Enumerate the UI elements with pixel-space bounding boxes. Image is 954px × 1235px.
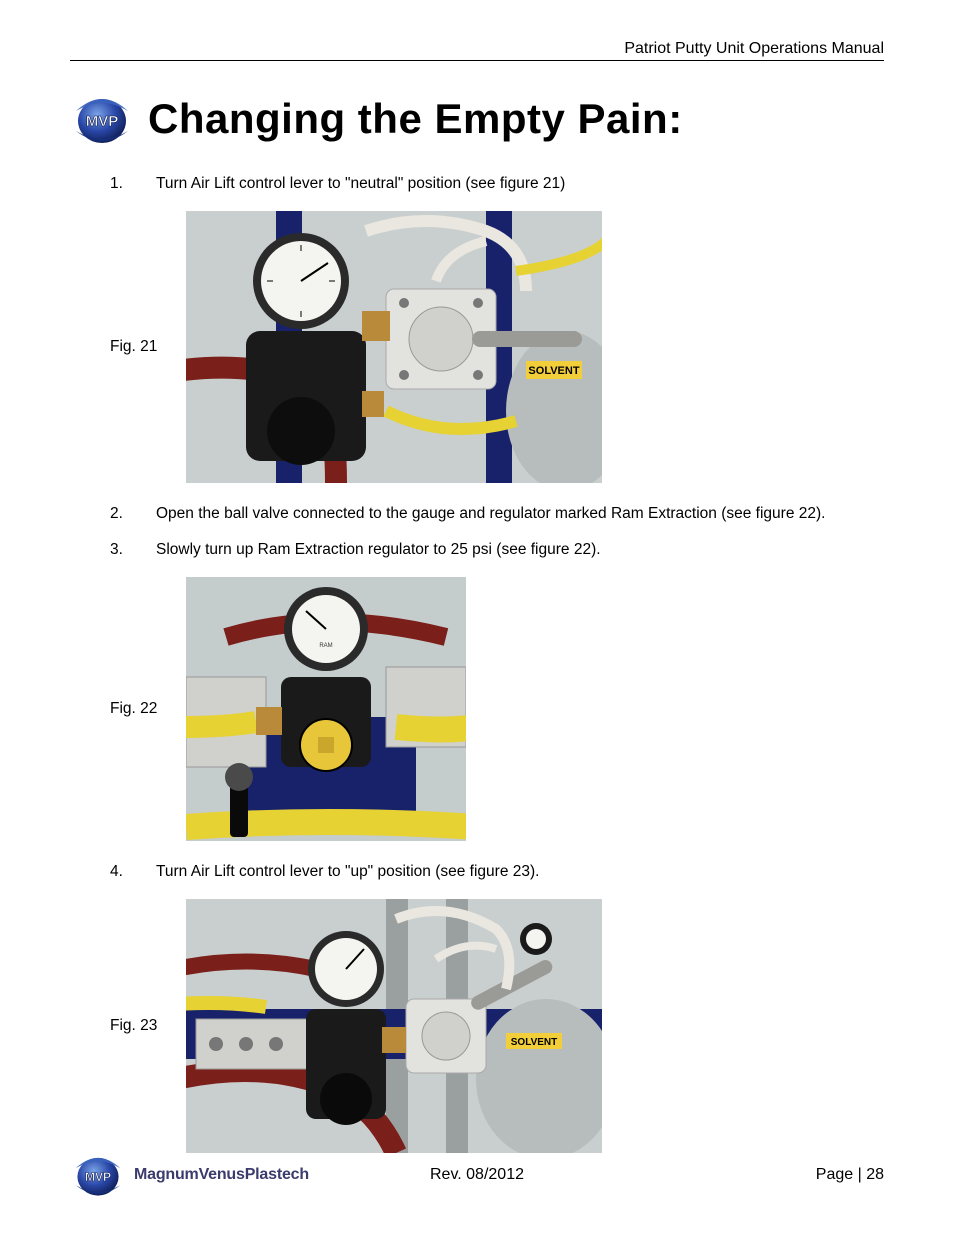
step-number: 1. bbox=[110, 175, 156, 193]
step-number: 4. bbox=[110, 863, 156, 881]
footer-brand: MVP MagnumVenusPlastech bbox=[70, 1151, 309, 1199]
step-1: 1. Turn Air Lift control lever to "neutr… bbox=[110, 175, 884, 193]
figure-23-image: SOLVENT bbox=[186, 899, 602, 1153]
step-text: Turn Air Lift control lever to "neutral"… bbox=[156, 175, 565, 193]
figure-label: Fig. 21 bbox=[110, 338, 182, 356]
figure-label: Fig. 23 bbox=[110, 1017, 182, 1035]
figure-21: Fig. 21 SOLVENT bbox=[110, 211, 884, 483]
figure-21-image: SOLVENT bbox=[186, 211, 602, 483]
footer-revision: Rev. 08/2012 bbox=[430, 1166, 524, 1184]
svg-text:SOLVENT: SOLVENT bbox=[528, 365, 579, 377]
figure-label: Fig. 22 bbox=[110, 700, 182, 718]
step-4: 4. Turn Air Lift control lever to "up" p… bbox=[110, 863, 884, 881]
figure-22: Fig. 22 bbox=[110, 577, 884, 841]
mvp-logo-icon: MVP bbox=[70, 91, 134, 147]
svg-text:MVP: MVP bbox=[86, 113, 119, 130]
svg-text:MVP: MVP bbox=[85, 1170, 111, 1184]
figure-23: Fig. 23 SOLVENT bbox=[110, 899, 884, 1153]
step-number: 3. bbox=[110, 541, 156, 559]
svg-text:RAM: RAM bbox=[319, 643, 332, 649]
page-heading: MVP Changing the Empty Pain: bbox=[70, 91, 884, 147]
step-2: 2. Open the ball valve connected to the … bbox=[110, 505, 884, 523]
manual-header: Patriot Putty Unit Operations Manual bbox=[70, 40, 884, 61]
step-number: 2. bbox=[110, 505, 156, 523]
step-text: Open the ball valve connected to the gau… bbox=[156, 505, 825, 523]
figure-22-image: RAM bbox=[186, 577, 466, 841]
footer-brand-text: MagnumVenusPlastech bbox=[134, 1166, 309, 1184]
footer-page-number: Page | 28 bbox=[816, 1166, 884, 1184]
page-title: Changing the Empty Pain: bbox=[148, 95, 683, 143]
mvp-logo-icon: MVP bbox=[70, 1151, 126, 1199]
page-footer: MVP MagnumVenusPlastech Rev. 08/2012 Pag… bbox=[70, 1151, 884, 1199]
step-3: 3. Slowly turn up Ram Extraction regulat… bbox=[110, 541, 884, 559]
step-text: Slowly turn up Ram Extraction regulator … bbox=[156, 541, 601, 559]
step-text: Turn Air Lift control lever to "up" posi… bbox=[156, 863, 539, 881]
svg-text:SOLVENT: SOLVENT bbox=[511, 1037, 557, 1048]
